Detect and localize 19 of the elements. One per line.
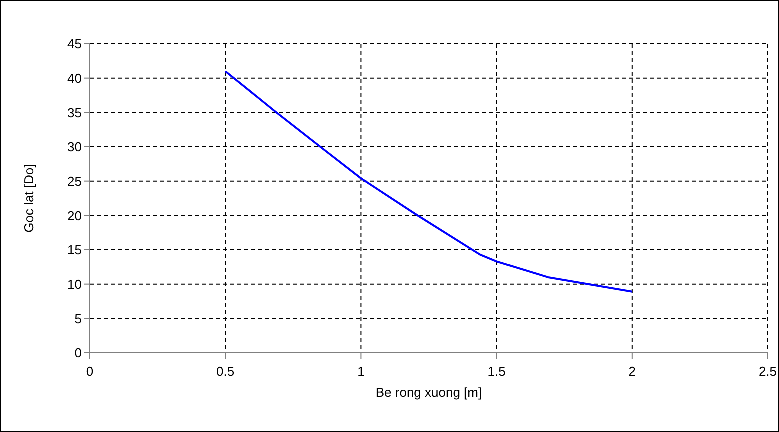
x-axis-title: Be rong xuong [m] <box>376 385 482 400</box>
line-series <box>224 70 634 293</box>
y-tick-label: 20 <box>68 208 82 224</box>
y-tick-label: 45 <box>68 36 82 52</box>
x-tick-label: 2.5 <box>758 364 778 380</box>
x-tick-label: 1 <box>358 364 365 380</box>
y-axis-title: Goc lat [Do] <box>22 164 37 233</box>
x-tick-label: 2 <box>628 364 636 380</box>
y-tick-label: 10 <box>68 276 82 292</box>
y-tick-label: 5 <box>74 311 82 326</box>
y-tick-label: 25 <box>68 174 82 189</box>
y-tick-label: 30 <box>68 140 82 155</box>
y-tick-label: 35 <box>68 105 82 120</box>
y-tick-label: 15 <box>68 242 82 258</box>
x-tick-label: 0.5 <box>216 364 235 380</box>
x-tick-label: 0 <box>86 364 94 380</box>
y-tick-label: 0 <box>74 346 82 361</box>
x-tick-label: 1.5 <box>488 364 506 380</box>
y-tick-label: 40 <box>68 70 82 86</box>
